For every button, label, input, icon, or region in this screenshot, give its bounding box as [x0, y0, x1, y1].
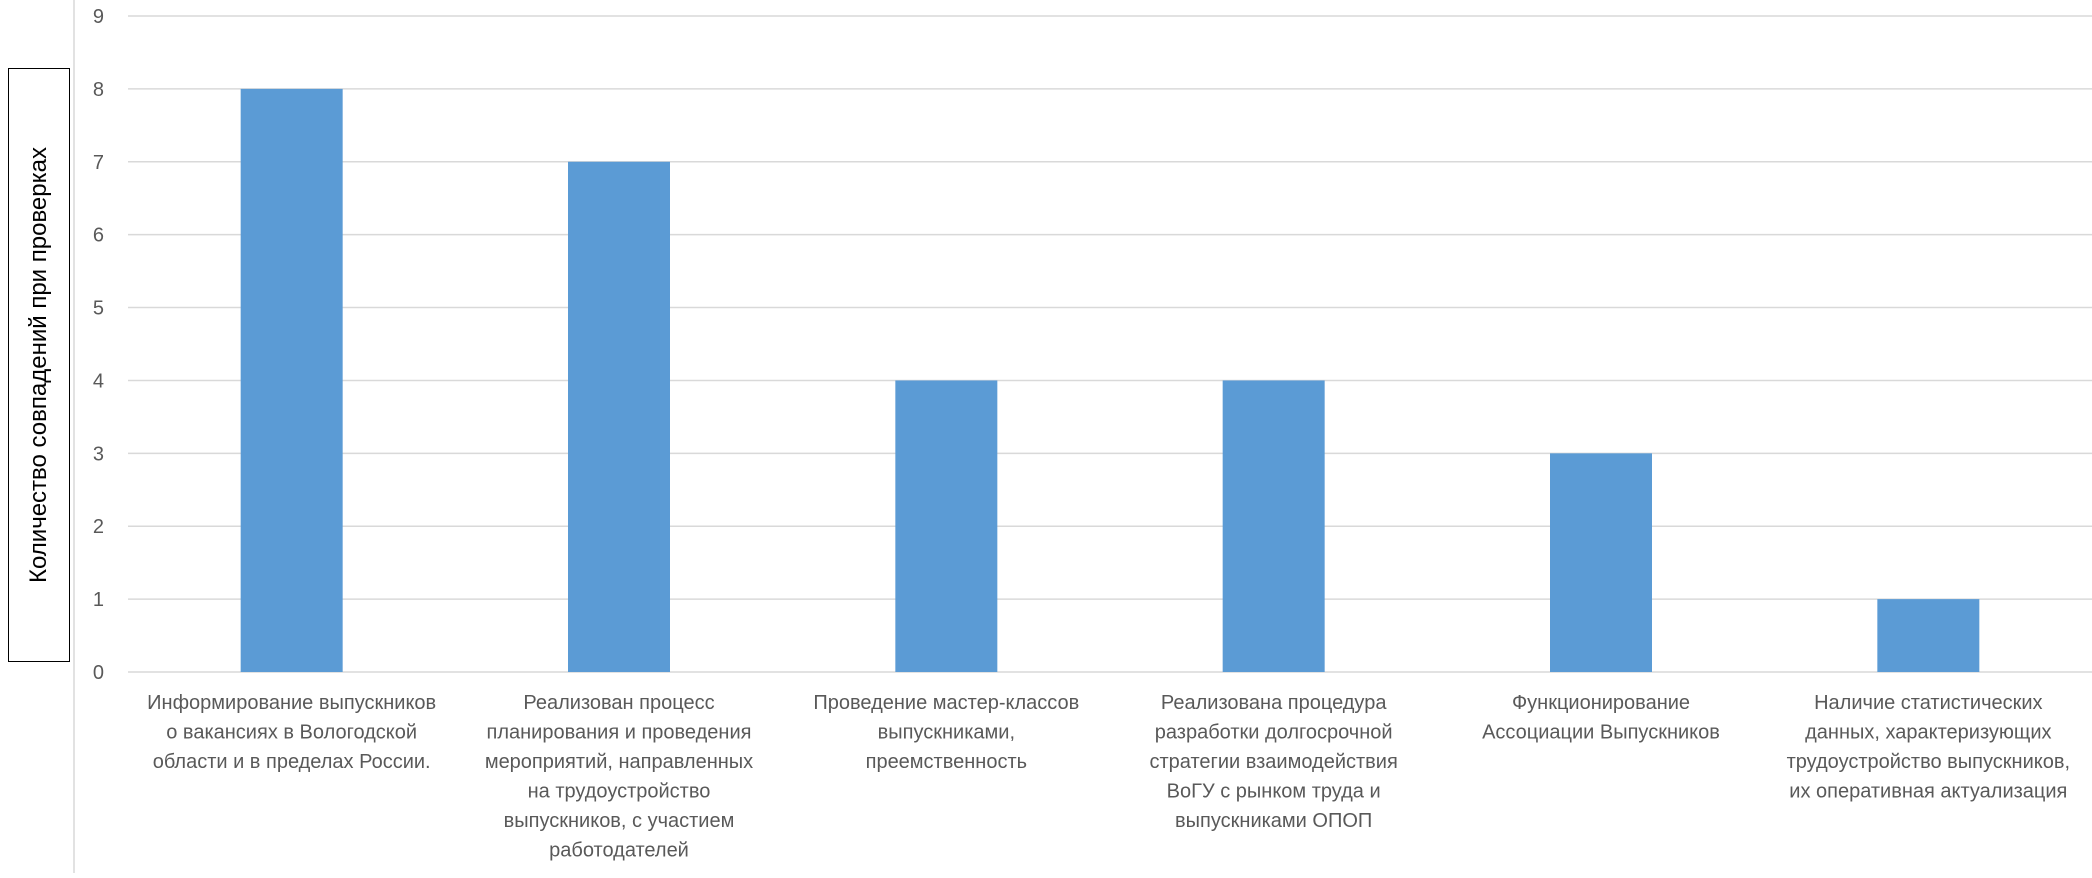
x-tick-label: Реализована процедура разработки долгосро…	[1150, 692, 1398, 832]
bar	[1877, 599, 1980, 672]
y-tick-label: 4	[93, 370, 104, 392]
y-axis-label-frame	[8, 68, 70, 662]
bar	[568, 161, 670, 672]
bar	[1550, 453, 1652, 672]
bar	[895, 380, 998, 672]
bar	[1222, 380, 1325, 672]
y-tick-label: 0	[93, 662, 104, 684]
x-tick-label: Проведение мастер-классов выпускниками, пр…	[813, 692, 1079, 773]
y-tick-label: 6	[93, 225, 104, 247]
y-tick-label: 2	[93, 516, 104, 538]
y-tick-label: 7	[93, 152, 104, 174]
y-tick-label: 9	[93, 6, 104, 28]
y-tick-label: 8	[93, 79, 104, 101]
x-tick-label: Информирование выпускников о вакансиях в …	[147, 692, 436, 773]
x-tick-label: Реализован процесс планирования и проведе…	[485, 692, 753, 862]
bar	[240, 88, 343, 672]
x-tick-label: Наличие статистических данных, характериз…	[1787, 692, 2070, 803]
y-tick-label: 5	[93, 298, 104, 320]
x-tick-label: Функционирование Ассоциации Выпускников	[1482, 692, 1720, 744]
y-tick-label: 3	[93, 443, 104, 465]
y-tick-label: 1	[93, 589, 104, 611]
y-axis-label: Количество совпадений при проверках	[25, 146, 53, 584]
